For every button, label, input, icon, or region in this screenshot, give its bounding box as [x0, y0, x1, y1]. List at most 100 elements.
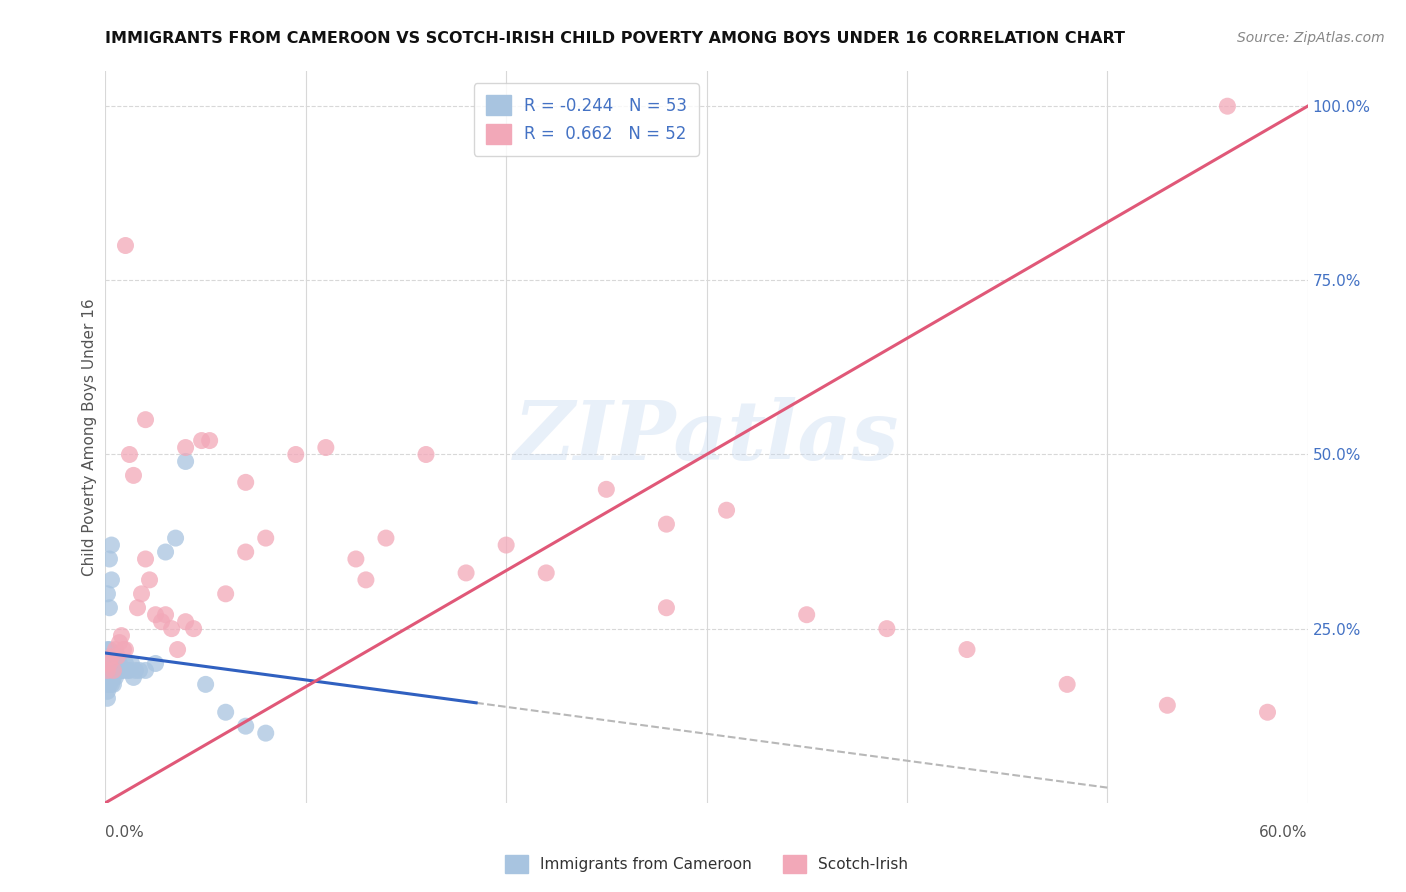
Text: 0.0%: 0.0% — [105, 825, 145, 839]
Point — [107, 657, 129, 671]
Point — [716, 503, 738, 517]
Point — [135, 552, 157, 566]
Point — [124, 664, 146, 678]
Point — [190, 434, 212, 448]
Point — [108, 657, 131, 671]
Point — [214, 587, 236, 601]
Point — [98, 677, 121, 691]
Point — [110, 664, 132, 678]
Point — [166, 642, 188, 657]
Point — [104, 657, 127, 671]
Point — [235, 545, 257, 559]
Point — [96, 587, 118, 601]
Point — [1216, 99, 1239, 113]
Point — [150, 615, 173, 629]
Point — [96, 670, 118, 684]
Point — [174, 441, 197, 455]
Point — [103, 657, 125, 671]
Point — [104, 670, 127, 684]
Point — [98, 657, 121, 671]
Point — [796, 607, 818, 622]
Point — [155, 607, 177, 622]
Point — [118, 664, 141, 678]
Point — [1156, 698, 1178, 713]
Point — [96, 684, 118, 698]
Point — [135, 664, 157, 678]
Point — [108, 635, 131, 649]
Point — [112, 642, 135, 657]
Point — [315, 441, 337, 455]
Point — [128, 664, 150, 678]
Point — [96, 664, 118, 678]
Point — [155, 545, 177, 559]
Point — [655, 600, 678, 615]
Point — [107, 649, 129, 664]
Point — [214, 705, 236, 719]
Point — [107, 649, 129, 664]
Point — [127, 600, 149, 615]
Text: IMMIGRANTS FROM CAMEROON VS SCOTCH-IRISH CHILD POVERTY AMONG BOYS UNDER 16 CORRE: IMMIGRANTS FROM CAMEROON VS SCOTCH-IRISH… — [105, 31, 1125, 46]
Point — [117, 664, 139, 678]
Point — [103, 664, 125, 678]
Point — [98, 670, 121, 684]
Point — [100, 573, 122, 587]
Point — [165, 531, 187, 545]
Point — [145, 657, 167, 671]
Point — [108, 664, 131, 678]
Point — [96, 691, 118, 706]
Point — [415, 448, 437, 462]
Text: Source: ZipAtlas.com: Source: ZipAtlas.com — [1237, 31, 1385, 45]
Point — [96, 657, 118, 671]
Point — [495, 538, 517, 552]
Point — [121, 657, 143, 671]
Point — [103, 664, 125, 678]
Point — [114, 657, 136, 671]
Text: ZIPatlas: ZIPatlas — [513, 397, 900, 477]
Point — [254, 531, 277, 545]
Point — [96, 664, 118, 678]
Point — [104, 664, 127, 678]
Point — [131, 587, 153, 601]
Point — [235, 475, 257, 490]
Point — [284, 448, 307, 462]
Point — [100, 538, 122, 552]
Point — [135, 412, 157, 426]
Point — [235, 719, 257, 733]
Legend: Immigrants from Cameroon, Scotch-Irish: Immigrants from Cameroon, Scotch-Irish — [499, 848, 914, 880]
Point — [534, 566, 557, 580]
Point — [595, 483, 617, 497]
Point — [112, 664, 135, 678]
Point — [100, 657, 122, 671]
Point — [110, 629, 132, 643]
Point — [183, 622, 205, 636]
Point — [174, 454, 197, 468]
Point — [374, 531, 398, 545]
Point — [96, 677, 118, 691]
Point — [98, 600, 121, 615]
Point — [96, 642, 118, 657]
Point — [100, 677, 122, 691]
Point — [96, 649, 118, 664]
Point — [122, 468, 145, 483]
Point — [104, 642, 127, 657]
Text: 60.0%: 60.0% — [1260, 825, 1308, 839]
Point — [118, 448, 141, 462]
Point — [98, 664, 121, 678]
Point — [138, 573, 160, 587]
Point — [194, 677, 217, 691]
Point — [454, 566, 477, 580]
Point — [354, 573, 377, 587]
Point — [160, 622, 183, 636]
Point — [100, 670, 122, 684]
Point — [114, 642, 136, 657]
Point — [174, 615, 197, 629]
Point — [103, 670, 125, 684]
Y-axis label: Child Poverty Among Boys Under 16: Child Poverty Among Boys Under 16 — [82, 298, 97, 576]
Point — [98, 657, 121, 671]
Point — [344, 552, 367, 566]
Point — [98, 649, 121, 664]
Point — [100, 649, 122, 664]
Point — [145, 607, 167, 622]
Point — [122, 670, 145, 684]
Point — [876, 622, 898, 636]
